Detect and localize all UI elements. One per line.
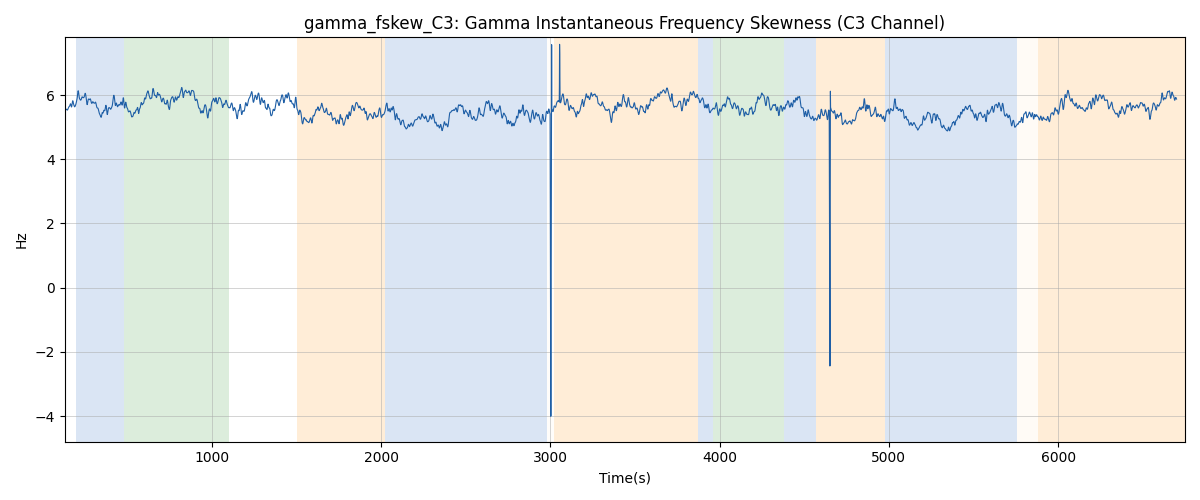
Bar [77, 38, 124, 442]
Bar [784, 38, 816, 442]
Y-axis label: Hz: Hz [14, 230, 29, 248]
X-axis label: Time(s): Time(s) [599, 471, 650, 485]
Title: gamma_fskew_C3: Gamma Instantaneous Frequency Skewness (C3 Channel): gamma_fskew_C3: Gamma Instantaneous Freq… [305, 15, 946, 34]
Bar [886, 38, 1018, 442]
Bar [124, 38, 229, 442]
Bar [1018, 38, 1038, 442]
Bar [713, 38, 784, 442]
Bar [697, 38, 713, 442]
Bar [296, 38, 378, 442]
Bar [378, 38, 384, 442]
Bar [547, 38, 553, 442]
Bar [1038, 38, 1184, 442]
Bar [553, 38, 697, 442]
Bar [384, 38, 547, 442]
Bar [816, 38, 886, 442]
